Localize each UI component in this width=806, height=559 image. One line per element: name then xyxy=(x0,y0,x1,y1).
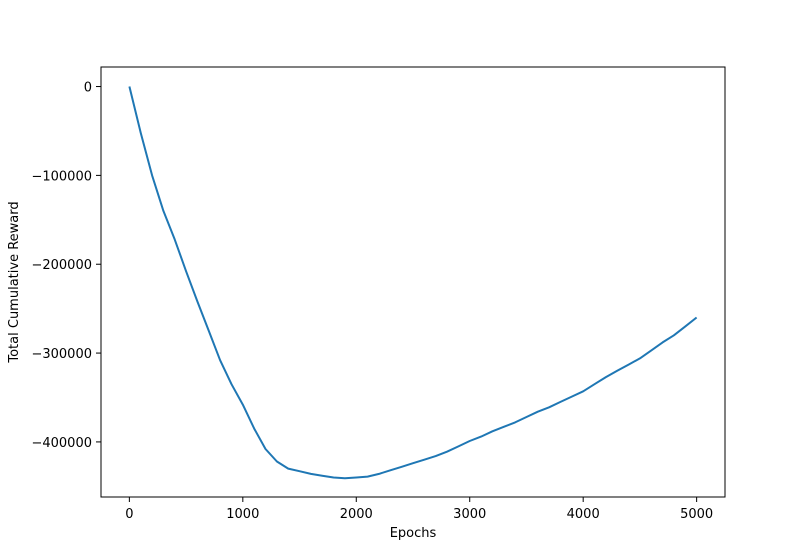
y-tick-label: −100000 xyxy=(31,169,92,184)
plot-frame xyxy=(100,66,726,498)
x-tick-label: 2000 xyxy=(340,507,373,522)
x-tick-label: 1000 xyxy=(226,507,259,522)
series-line-0 xyxy=(128,86,698,480)
y-tick-label: 0 xyxy=(84,81,92,96)
x-tick-label: 3000 xyxy=(453,507,486,522)
y-tick-label: −400000 xyxy=(31,436,92,451)
x-axis-ticks: 0 1000 2000 3000 4000 5000 xyxy=(125,497,713,522)
plot-area xyxy=(101,67,725,497)
y-tick-label: −200000 xyxy=(31,258,92,273)
series-layer xyxy=(128,86,698,480)
x-axis-label: Epochs xyxy=(390,526,437,541)
y-axis-label: Total Cumulative Reward xyxy=(7,201,22,363)
y-tick-label: −300000 xyxy=(31,347,92,362)
x-tick-label: 4000 xyxy=(567,507,600,522)
x-tick-label: 5000 xyxy=(680,507,713,522)
x-tick-label: 0 xyxy=(125,507,133,522)
y-axis-ticks: 0 −100000 −200000 −300000 −400000 xyxy=(31,81,101,451)
